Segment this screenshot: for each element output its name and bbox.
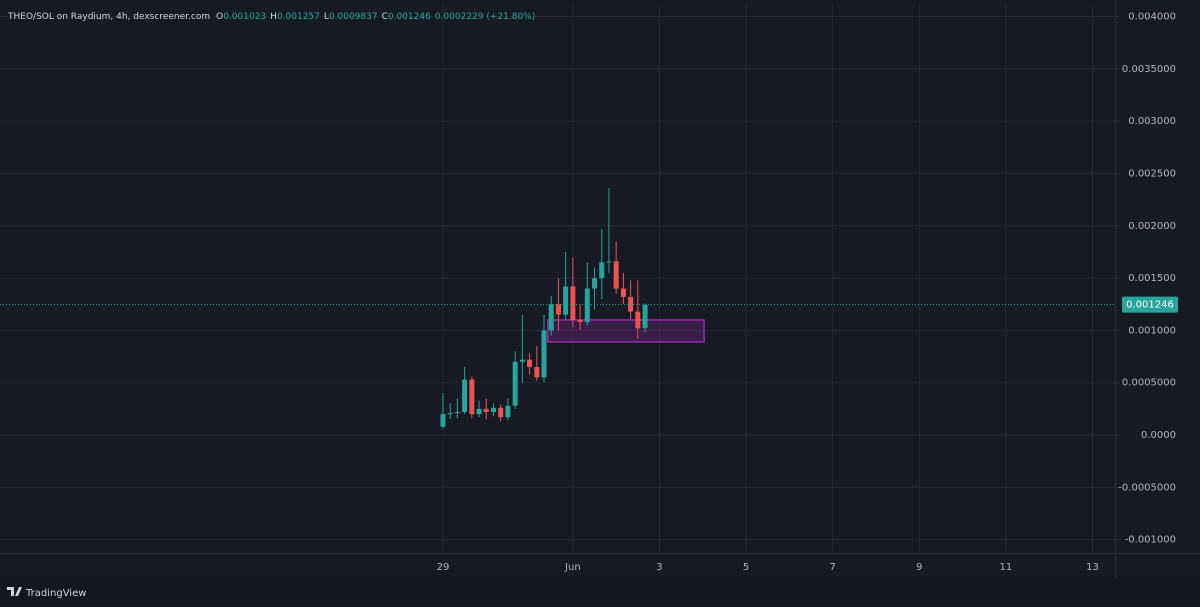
ohlc-label: L: [323, 12, 329, 22]
candle-body: [548, 304, 554, 331]
candle-body: [447, 413, 453, 415]
candle-body: [469, 379, 475, 415]
y-tick-label: 0.004000: [1128, 12, 1176, 23]
ohlc-value: 0.0009837: [328, 12, 378, 22]
candle-body: [519, 359, 525, 362]
candle-body: [541, 330, 547, 378]
x-tick-label: 13: [1086, 562, 1099, 573]
x-tick-label: 11: [1000, 562, 1013, 573]
y-tick-label: 0.003000: [1128, 116, 1176, 127]
candle-body: [483, 408, 489, 412]
tradingview-logo: TradingView: [7, 587, 86, 599]
candle-body: [642, 304, 648, 329]
candle-body: [462, 379, 468, 412]
candle-body: [606, 261, 612, 263]
ohlc-value: 0.001246: [387, 12, 431, 22]
x-tick-label: 5: [743, 562, 749, 573]
candle-body: [563, 286, 569, 315]
header-title: THEO/SOL on Raydium, 4h, dexscreener.com: [8, 12, 211, 22]
candle-body: [498, 407, 504, 418]
y-tick-label: 0.001500: [1128, 273, 1176, 284]
ohlc-value: 0.001023: [223, 12, 267, 22]
y-tick-label: -0.001000: [1125, 535, 1176, 546]
candle-body: [584, 288, 590, 323]
candle-body: [570, 286, 576, 320]
x-tick-label: 3: [656, 562, 662, 573]
grid: [0, 5, 1115, 553]
candle-body: [491, 407, 497, 412]
ohlc-header: THEO/SOL on Raydium, 4h, dexscreener.com…: [8, 12, 539, 22]
x-tick-label: 7: [829, 562, 835, 573]
candle-body: [613, 261, 619, 289]
candle-body: [527, 359, 533, 368]
footer-bar: [0, 578, 1200, 607]
candle-body: [620, 288, 626, 297]
x-tick-label: Jun: [564, 562, 581, 573]
candle-body: [440, 414, 446, 427]
candle-body: [592, 278, 598, 289]
y-tick-label: 0.0005000: [1122, 378, 1176, 389]
ohlc-label: C: [381, 12, 388, 22]
y-tick-label: 0.0035000: [1122, 64, 1176, 75]
footer-text: TradingView: [25, 588, 86, 599]
x-tick-label: 29: [437, 562, 450, 573]
y-tick-label: -0.0005000: [1118, 482, 1176, 493]
y-tick-label: 0.002500: [1128, 169, 1176, 180]
candle-body: [505, 405, 511, 418]
candle-body: [635, 311, 641, 329]
zone: [547, 319, 705, 343]
y-tick-label: 0.001000: [1128, 325, 1176, 336]
last-price-label: 0.001246: [1126, 300, 1174, 311]
last-price-box: [1122, 296, 1178, 313]
candle-body: [454, 411, 460, 414]
candle-body: [577, 319, 583, 323]
y-tick-label: 0.0000: [1141, 430, 1176, 441]
candle-body: [476, 408, 482, 415]
candle-body: [555, 304, 561, 315]
header-change: 0.0002229 (+21.80%): [434, 12, 536, 22]
ohlc-label: O: [216, 12, 224, 22]
y-tick-label: 0.002000: [1128, 221, 1176, 232]
candle-body: [512, 361, 518, 406]
ohlc-label: H: [270, 12, 277, 22]
candle-body: [599, 262, 605, 279]
ohlc-value: 0.001257: [276, 12, 320, 22]
x-tick-label: 9: [916, 562, 922, 573]
candle-body: [534, 367, 540, 378]
logo-icon: [7, 587, 22, 596]
